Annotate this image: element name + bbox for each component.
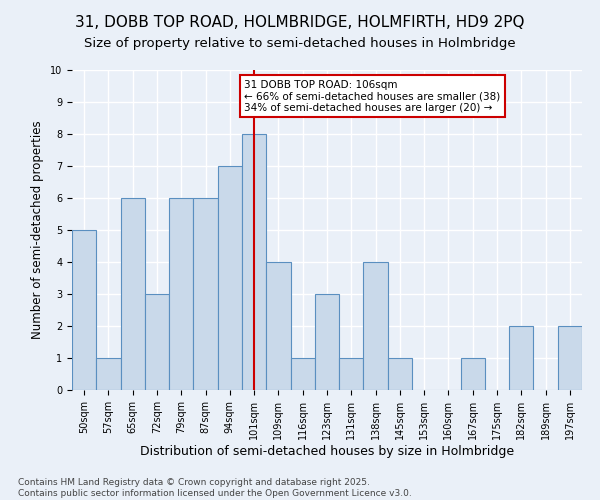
Text: Contains HM Land Registry data © Crown copyright and database right 2025.
Contai: Contains HM Land Registry data © Crown c… [18,478,412,498]
Text: Size of property relative to semi-detached houses in Holmbridge: Size of property relative to semi-detach… [84,38,516,51]
Bar [266,262,290,390]
Bar [339,358,364,390]
Bar [558,326,582,390]
Bar [290,358,315,390]
Bar [169,198,193,390]
Bar [509,326,533,390]
Bar [242,134,266,390]
Bar [145,294,169,390]
Bar [72,230,96,390]
Bar [461,358,485,390]
Bar [121,198,145,390]
Bar [96,358,121,390]
Bar [364,262,388,390]
Bar [218,166,242,390]
Bar [193,198,218,390]
Text: 31, DOBB TOP ROAD, HOLMBRIDGE, HOLMFIRTH, HD9 2PQ: 31, DOBB TOP ROAD, HOLMBRIDGE, HOLMFIRTH… [75,15,525,30]
Y-axis label: Number of semi-detached properties: Number of semi-detached properties [31,120,44,340]
Bar [315,294,339,390]
Text: 31 DOBB TOP ROAD: 106sqm
← 66% of semi-detached houses are smaller (38)
34% of s: 31 DOBB TOP ROAD: 106sqm ← 66% of semi-d… [244,80,500,113]
X-axis label: Distribution of semi-detached houses by size in Holmbridge: Distribution of semi-detached houses by … [140,444,514,458]
Bar [388,358,412,390]
